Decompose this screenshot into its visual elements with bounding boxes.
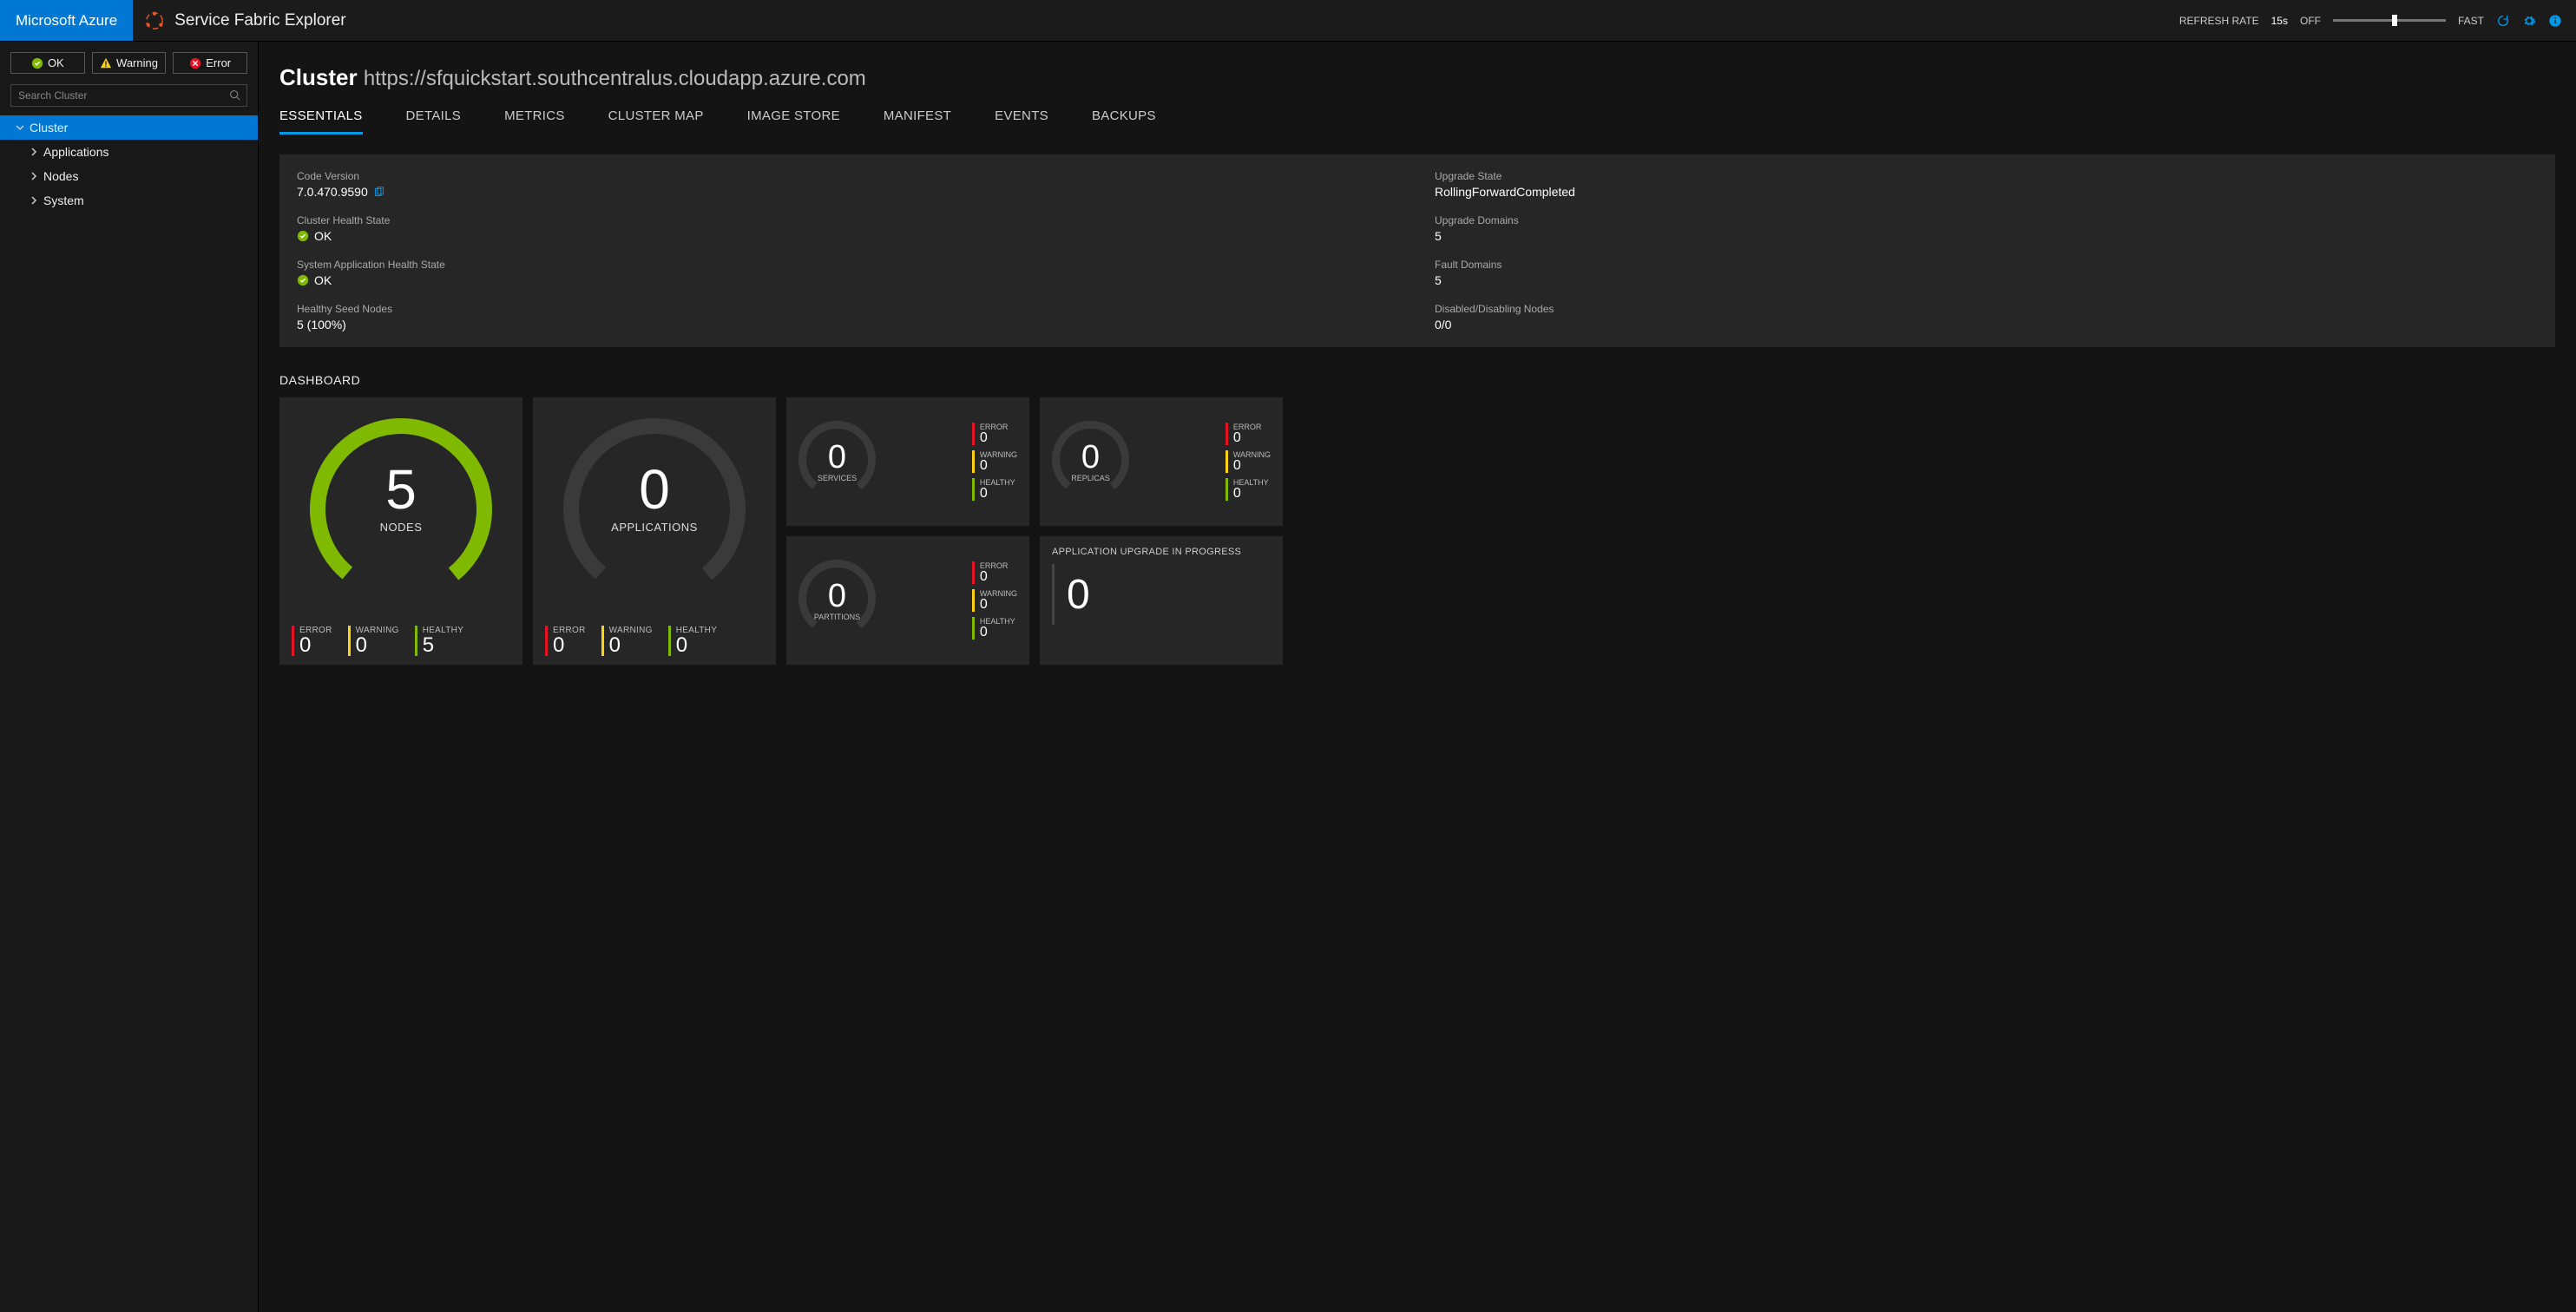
- azure-logo[interactable]: Microsoft Azure: [0, 0, 133, 41]
- dashboard-card-replicas[interactable]: 0REPLICASERROR0WARNING0HEALTHY0: [1040, 397, 1283, 526]
- tree-item-applications[interactable]: Applications: [0, 140, 258, 164]
- warning-icon: [100, 57, 112, 69]
- essential-cluster-health-state: Cluster Health StateOK: [297, 214, 1400, 243]
- app-title: Service Fabric Explorer: [174, 11, 345, 30]
- slider-off-label: OFF: [2300, 15, 2321, 27]
- refresh-value: 15s: [2271, 15, 2288, 27]
- main-content: Cluster https://sfquickstart.southcentra…: [259, 42, 2576, 1312]
- tab-metrics[interactable]: METRICS: [504, 108, 565, 134]
- essential-system-application-health-state: System Application Health StateOK: [297, 259, 1400, 287]
- tab-essentials[interactable]: ESSENTIALS: [279, 108, 363, 134]
- search-input[interactable]: [10, 84, 247, 107]
- dashboard-card-partitions[interactable]: 0PARTITIONSERROR0WARNING0HEALTHY0: [786, 536, 1029, 665]
- filter-ok-button[interactable]: OK: [10, 52, 85, 74]
- tab-backups[interactable]: BACKUPS: [1092, 108, 1156, 134]
- filter-warning-button[interactable]: Warning: [92, 52, 167, 74]
- dashboard-card-applications[interactable]: 0APPLICATIONSERROR0WARNING0HEALTHY0: [533, 397, 776, 665]
- slider-thumb[interactable]: [2392, 15, 2397, 26]
- tab-image-store[interactable]: IMAGE STORE: [747, 108, 840, 134]
- top-header: Microsoft Azure Service Fabric Explorer …: [0, 0, 2576, 42]
- copy-icon[interactable]: [373, 187, 384, 198]
- ok-icon: [297, 230, 309, 242]
- chevron-right-icon: [30, 196, 38, 205]
- dashboard-title: DASHBOARD: [279, 373, 2555, 387]
- health-filter-row: OK Warning Error: [0, 52, 258, 84]
- tree-cluster[interactable]: Cluster: [0, 115, 258, 140]
- chevron-down-icon: [16, 123, 24, 132]
- page-title: Cluster https://sfquickstart.southcentra…: [279, 64, 2555, 91]
- slider-fast-label: FAST: [2458, 15, 2484, 27]
- dashboard-grid: 5NODESERROR0WARNING0HEALTHY50APPLICATION…: [279, 397, 2555, 665]
- essential-healthy-seed-nodes: Healthy Seed Nodes5 (100%): [297, 303, 1400, 331]
- tree-item-system[interactable]: System: [0, 188, 258, 213]
- gear-icon[interactable]: [2522, 14, 2536, 28]
- essential-disabled-disabling-nodes: Disabled/Disabling Nodes0/0: [1435, 303, 2538, 331]
- dashboard-card-services[interactable]: 0SERVICESERROR0WARNING0HEALTHY0: [786, 397, 1029, 526]
- chevron-right-icon: [30, 148, 38, 156]
- ok-icon: [297, 274, 309, 286]
- dashboard-card-nodes[interactable]: 5NODESERROR0WARNING0HEALTHY5: [279, 397, 522, 665]
- info-icon[interactable]: [2548, 14, 2562, 28]
- tabs: ESSENTIALS DETAILS METRICS CLUSTER MAP IMAGE…: [279, 108, 2555, 135]
- essential-upgrade-domains: Upgrade Domains5: [1435, 214, 2538, 243]
- essentials-panel: Code Version7.0.470.9590 Upgrade StateRol…: [279, 154, 2555, 347]
- ok-icon: [31, 57, 43, 69]
- essential-fault-domains: Fault Domains5: [1435, 259, 2538, 287]
- search-icon: [229, 89, 240, 101]
- tree-item-nodes[interactable]: Nodes: [0, 164, 258, 188]
- error-icon: [189, 57, 201, 69]
- refresh-slider[interactable]: [2333, 19, 2446, 22]
- essential-upgrade-state: Upgrade StateRollingForwardCompleted: [1435, 170, 2538, 199]
- tab-cluster-map[interactable]: CLUSTER MAP: [608, 108, 704, 134]
- service-fabric-icon: [145, 11, 164, 30]
- app-brand: Service Fabric Explorer: [133, 0, 358, 41]
- refresh-label: REFRESH RATE: [2179, 15, 2259, 27]
- search-box: [10, 84, 247, 107]
- dashboard-card-upgrade-progress[interactable]: APPLICATION UPGRADE IN PROGRESS0: [1040, 536, 1283, 665]
- essential-code-version: Code Version7.0.470.9590: [297, 170, 1400, 199]
- tab-manifest[interactable]: MANIFEST: [884, 108, 951, 134]
- tab-events[interactable]: EVENTS: [995, 108, 1048, 134]
- refresh-rate-control: REFRESH RATE 15s OFF FAST: [2179, 14, 2576, 28]
- filter-error-button[interactable]: Error: [173, 52, 247, 74]
- sidebar: OK Warning Error Cluster ApplicationsNod…: [0, 42, 259, 1312]
- refresh-icon[interactable]: [2496, 14, 2510, 28]
- tab-details[interactable]: DETAILS: [406, 108, 462, 134]
- chevron-right-icon: [30, 172, 38, 180]
